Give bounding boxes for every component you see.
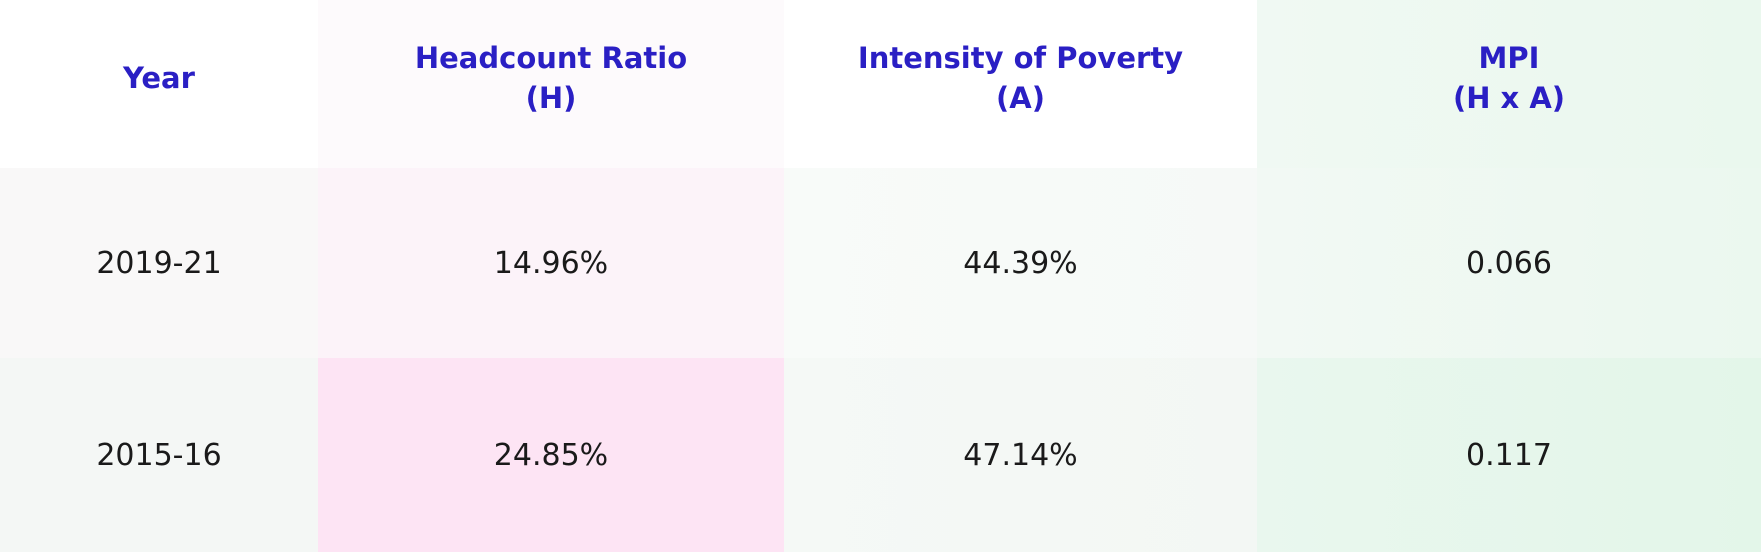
header-mpi-label: MPI	[1478, 41, 1540, 75]
header-headcount-ratio-label: Headcount Ratio	[414, 41, 688, 75]
table-row-1-year: 2019-21	[0, 168, 318, 358]
header-intensity-symbol: (A)	[996, 81, 1045, 115]
table-row-1-intensity: 44.39%	[784, 168, 1257, 358]
header-intensity: Intensity of Poverty (A)	[784, 0, 1257, 168]
table-row-2-headcount-ratio: 24.85%	[318, 358, 784, 552]
table-row-2-mpi: 0.117	[1257, 358, 1761, 552]
header-intensity-label: Intensity of Poverty	[857, 41, 1184, 75]
header-mpi-formula: (H x A)	[1452, 81, 1566, 115]
header-mpi: MPI (H x A)	[1257, 0, 1761, 168]
table-row-2-year: 2015-16	[0, 358, 318, 552]
table-row-2-intensity: 47.14%	[784, 358, 1257, 552]
table-row-1-mpi: 0.066	[1257, 168, 1761, 358]
header-headcount-ratio: Headcount Ratio (H)	[318, 0, 784, 168]
header-year-label: Year	[123, 61, 195, 95]
table-row-1-headcount-ratio: 14.96%	[318, 168, 784, 358]
header-year: Year	[0, 0, 318, 168]
header-headcount-ratio-symbol: (H)	[525, 81, 577, 115]
